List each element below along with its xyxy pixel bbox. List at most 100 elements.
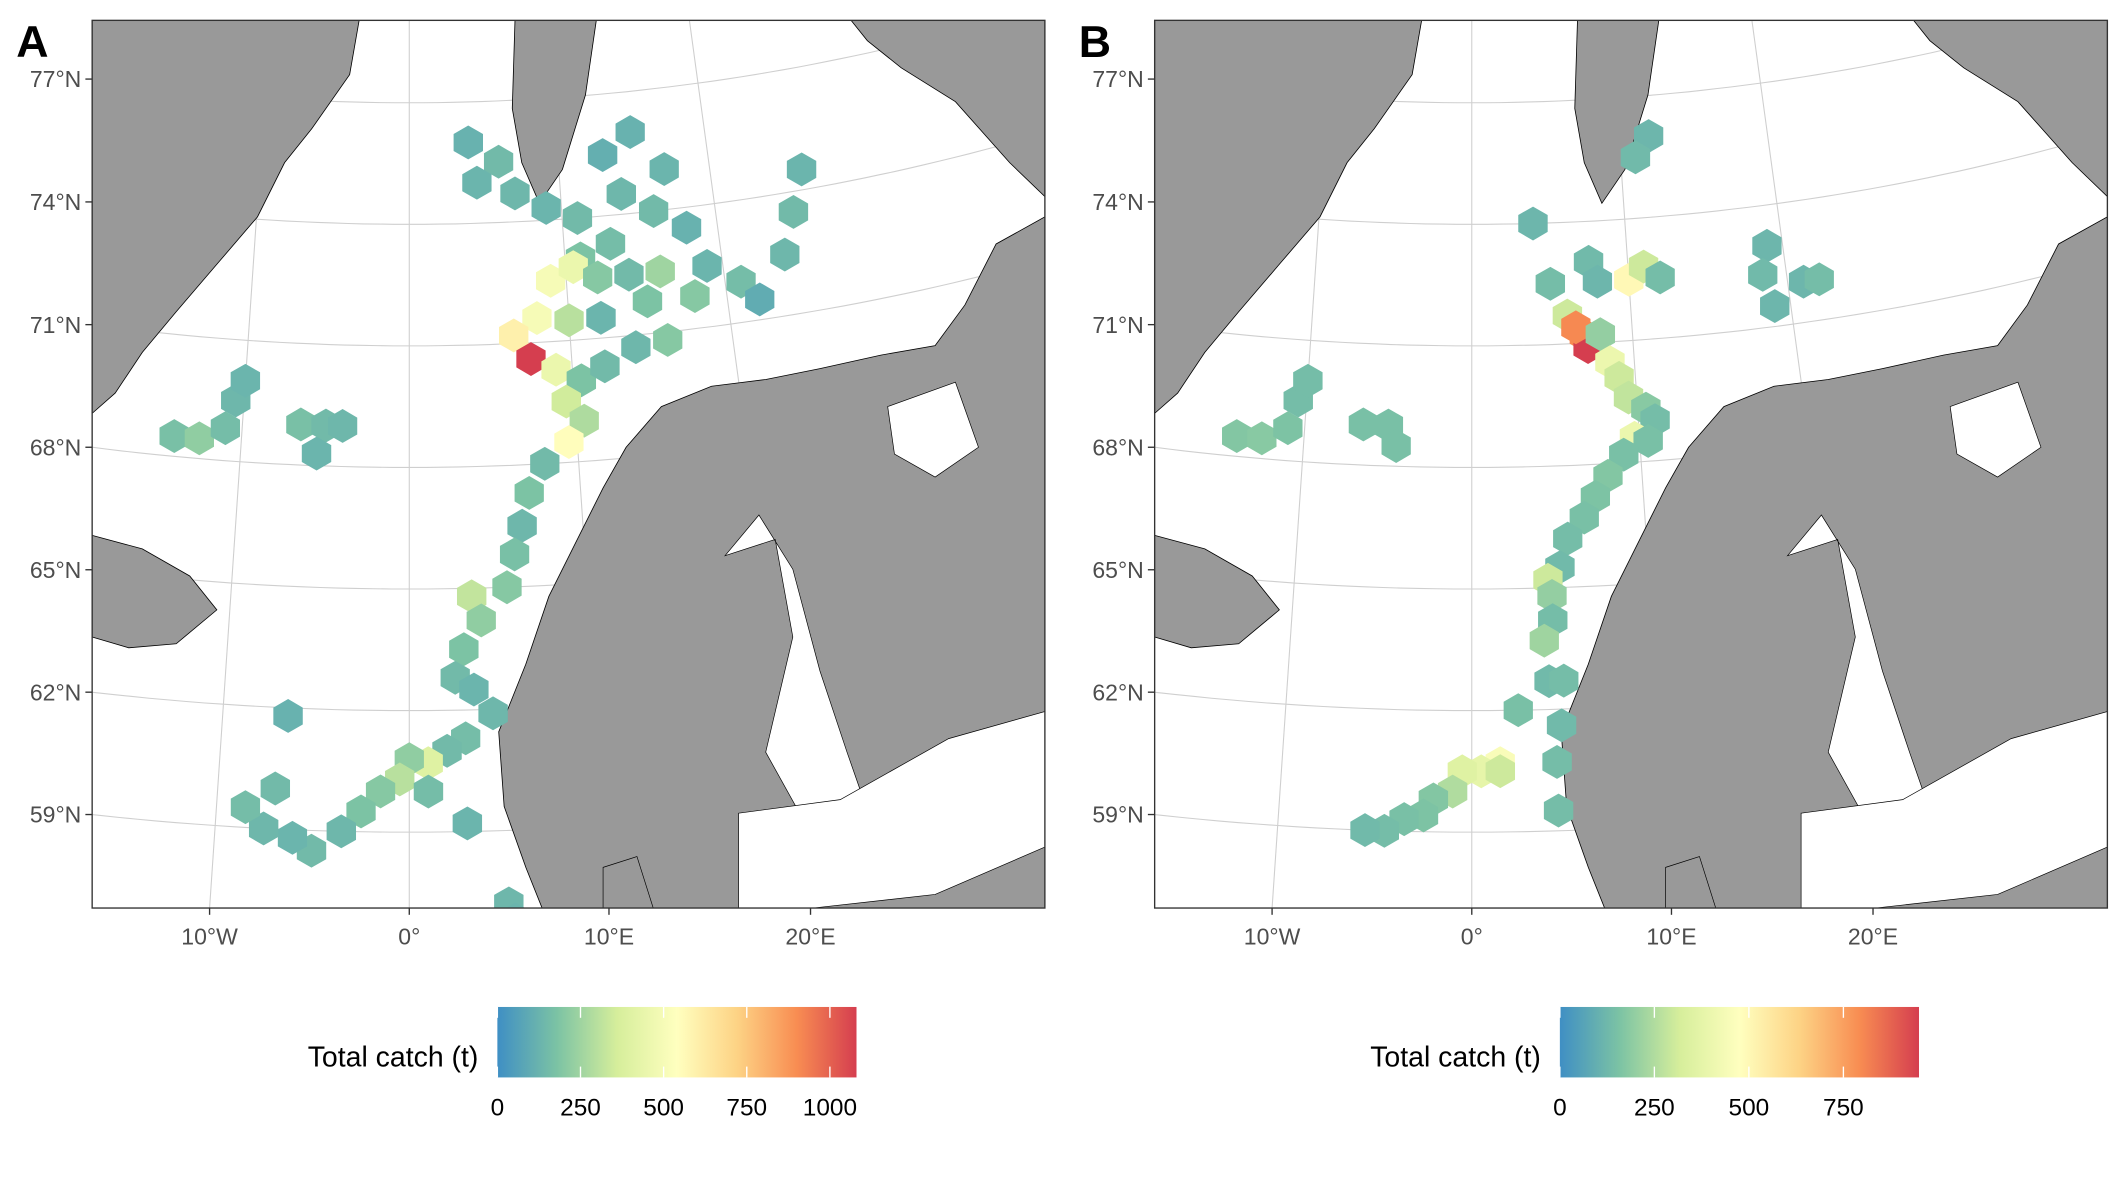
catch-hex	[499, 537, 530, 572]
y-tick-label: 74°N	[1092, 189, 1143, 215]
catch-hex	[478, 696, 508, 731]
catch-hex	[248, 811, 279, 846]
catch-hex	[1535, 266, 1566, 301]
catch-hex	[301, 436, 332, 471]
catch-hex	[1620, 140, 1651, 175]
x-tick-label: 10°W	[181, 924, 238, 950]
catch-hex	[514, 475, 544, 510]
catch-hex	[466, 603, 496, 638]
catch-hex	[1804, 262, 1834, 297]
catch-hex	[326, 814, 357, 849]
catch-hex	[516, 342, 546, 376]
y-tick-label: 65°N	[30, 557, 81, 583]
y-tick-label: 59°N	[30, 802, 81, 828]
x-tick-label: 0°	[1461, 924, 1483, 950]
catch-hex	[286, 407, 316, 442]
catch-hex	[449, 632, 479, 667]
x-tick-label: 10°W	[1244, 924, 1301, 950]
y-tick-label: 62°N	[30, 679, 81, 705]
catch-hex	[210, 411, 241, 446]
meridian-line	[1271, 20, 1333, 909]
colorbar	[1559, 1006, 1920, 1078]
x-tick-label: 20°E	[1848, 924, 1898, 950]
catch-hex	[645, 254, 675, 289]
catch-hex	[453, 125, 484, 160]
catch-hex	[680, 279, 710, 313]
catch-hex	[770, 237, 800, 272]
legend-title: Total catch (t)	[308, 1042, 479, 1074]
catch-hex	[587, 138, 618, 173]
panel-label: A	[16, 18, 48, 67]
catch-hex	[459, 672, 489, 707]
colorbar	[497, 1006, 857, 1078]
meridian-line	[1610, 20, 1673, 909]
colorbar-tick-label: 250	[1634, 1094, 1675, 1121]
catch-hex	[1645, 260, 1675, 295]
catch-hex	[1760, 289, 1790, 323]
catch-hex	[569, 403, 599, 438]
catch-hex	[653, 322, 683, 357]
catch-hex	[462, 165, 492, 200]
catch-hex	[745, 282, 775, 317]
x-tick-label: 10°E	[584, 924, 634, 950]
catch-hex	[1542, 744, 1572, 779]
catch-hex	[562, 201, 593, 236]
catch-hex	[260, 771, 291, 806]
catch-hex	[1537, 578, 1567, 613]
catch-hex	[1222, 419, 1252, 453]
y-tick-label: 65°N	[1092, 557, 1143, 583]
map-frame	[91, 19, 1046, 909]
panel-label: B	[1079, 18, 1111, 67]
catch-hex	[590, 349, 620, 384]
catch-hex	[583, 260, 613, 295]
catch-hex	[1518, 206, 1548, 241]
catch-hex	[1748, 257, 1778, 292]
y-tick-label: 71°N	[1092, 312, 1143, 338]
catch-hex	[1293, 363, 1323, 398]
colorbar-tick-label: 750	[1823, 1094, 1864, 1121]
map-panel: 77°N 74°N 71°N 68°N 65°N 62°N 59°N 10°W 0° 10°E 20…	[16, 18, 1046, 1121]
catch-hex	[230, 363, 261, 398]
catch-hex	[1543, 793, 1574, 828]
catch-hex	[159, 419, 189, 453]
catch-hex	[452, 806, 483, 841]
catch-hex	[1585, 317, 1616, 352]
catch-hex	[595, 226, 626, 261]
catch-hex	[1546, 708, 1577, 743]
catch-hex	[500, 176, 530, 211]
catch-hex	[671, 210, 702, 245]
y-tick-label: 74°N	[30, 189, 81, 215]
catch-hex	[531, 190, 561, 225]
colorbar-tick-label: 250	[560, 1094, 601, 1121]
y-tick-label: 71°N	[30, 312, 81, 338]
catch-hex	[554, 425, 584, 460]
catch-hex	[614, 257, 644, 292]
y-tick-label: 59°N	[1092, 802, 1143, 828]
catch-hex	[615, 115, 645, 149]
catch-hex	[1752, 228, 1782, 263]
catch-hex	[1582, 264, 1613, 299]
catch-hex	[1549, 663, 1579, 698]
map-frame	[1153, 19, 2109, 909]
catch-hex	[1569, 500, 1599, 535]
catch-hex	[184, 421, 214, 456]
catch-hex	[277, 820, 308, 855]
catch-hex	[1529, 623, 1559, 658]
catch-hex	[346, 794, 376, 829]
meridian-line	[548, 20, 610, 909]
catch-hex	[498, 318, 529, 353]
catch-hex	[230, 790, 261, 825]
y-tick-label: 68°N	[1092, 434, 1143, 460]
catch-hex	[505, 902, 526, 909]
catch-hex	[483, 144, 514, 179]
catch-hex	[530, 446, 560, 481]
y-tick-label: 77°N	[1092, 66, 1143, 92]
catch-hex	[1273, 411, 1303, 446]
catch-hex	[649, 152, 679, 186]
catch-hex	[554, 303, 584, 338]
map-panel: 77°N 74°N 71°N 68°N 65°N 62°N 59°N 10°W 0° 10°E 20…	[1079, 18, 2109, 1121]
catch-hex	[1247, 421, 1277, 456]
catch-hex	[1381, 429, 1411, 463]
colorbar-tick-label: 750	[726, 1094, 767, 1121]
